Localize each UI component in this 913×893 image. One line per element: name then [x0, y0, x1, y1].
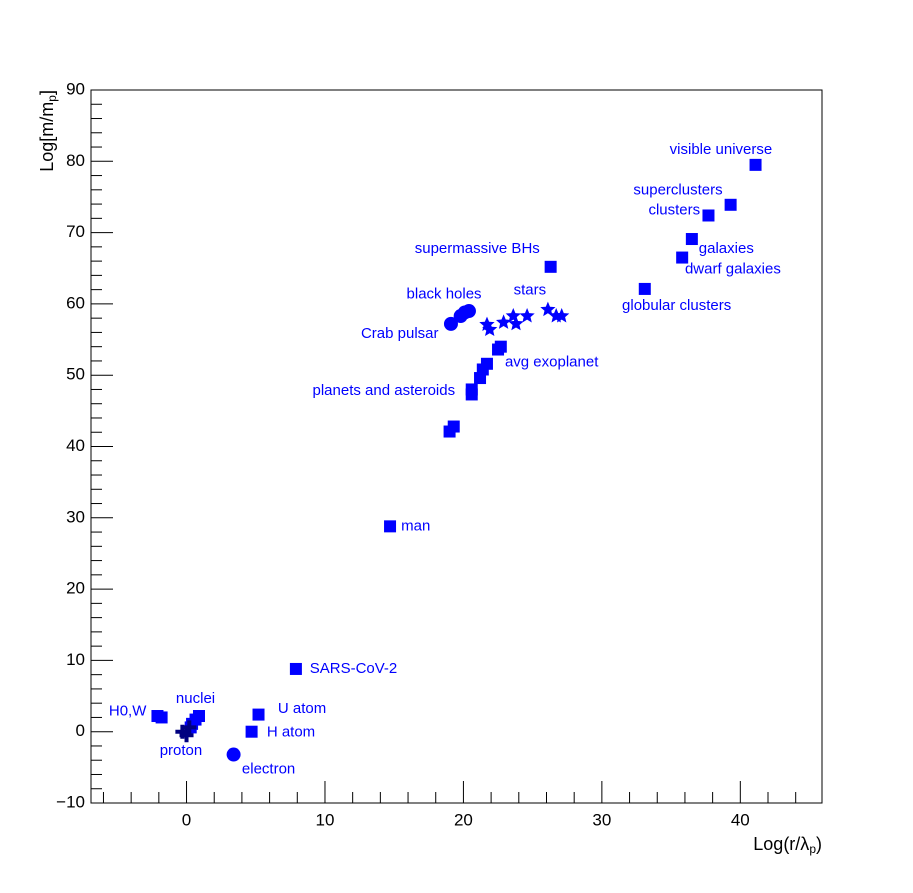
y-tick-label: 10 — [66, 650, 85, 669]
x-tick-label: 0 — [182, 810, 191, 829]
annotation: Crab pulsar — [361, 325, 439, 342]
y-tick-label: 60 — [66, 293, 85, 312]
y-label-main: Log[m/m — [37, 102, 57, 172]
square-marker — [676, 251, 689, 264]
square-marker — [492, 343, 505, 356]
square-marker — [155, 711, 168, 724]
square-marker — [384, 520, 397, 533]
annotation: proton — [160, 742, 203, 759]
circle-marker — [443, 316, 458, 331]
square-marker — [245, 725, 258, 738]
square-marker — [465, 388, 478, 401]
star-marker — [554, 308, 570, 323]
y-tick-label: 30 — [66, 507, 85, 526]
y-tick-label: 90 — [66, 79, 85, 98]
square-marker — [289, 662, 302, 675]
annotation: electron — [242, 760, 295, 777]
annotation: U atom — [278, 700, 326, 717]
annotation: galaxies — [699, 240, 754, 257]
square-marker — [749, 158, 762, 171]
square-marker — [544, 260, 557, 273]
y-tick-label: 70 — [66, 222, 85, 241]
y-tick-label: −10 — [56, 792, 85, 811]
circle-marker — [226, 747, 241, 762]
star-marker — [540, 301, 556, 317]
x-label-sub: p — [809, 842, 816, 856]
y-tick-label: 20 — [66, 579, 85, 598]
cross-marker — [182, 720, 197, 735]
x-label-main: Log(r/λ — [753, 834, 809, 854]
annotation: superclusters — [633, 182, 722, 199]
y-tick-label: 0 — [76, 721, 85, 740]
square-marker — [702, 209, 715, 222]
square-marker — [724, 198, 737, 211]
x-tick-label: 30 — [592, 810, 611, 829]
annotation: supermassive BHs — [415, 240, 540, 257]
annotation: man — [401, 517, 430, 534]
star-marker — [496, 314, 512, 329]
y-tick-label: 80 — [66, 151, 85, 170]
star-marker — [508, 315, 524, 331]
x-axis-label: Log(r/λp) — [753, 834, 822, 856]
x-tick-label: 10 — [316, 810, 335, 829]
y-axis-label: Log[m/mp] — [37, 90, 59, 172]
annotation: stars — [514, 281, 547, 298]
square-marker — [685, 233, 698, 246]
x-tick-label: 20 — [454, 810, 473, 829]
square-marker — [252, 708, 265, 721]
annotation: visible universe — [670, 141, 773, 158]
annotation: H atom — [267, 723, 315, 740]
cross-marker — [179, 728, 194, 743]
annotation: globular clusters — [622, 297, 731, 314]
y-label-sub: p — [45, 95, 59, 102]
y-tick-label: 50 — [66, 365, 85, 384]
annotation: black holes — [407, 286, 482, 303]
annotation: H0,W — [109, 703, 147, 720]
annotation: avg exoplanet — [505, 353, 599, 370]
annotation: clusters — [648, 201, 700, 218]
star-marker — [482, 321, 498, 336]
circle-marker — [461, 304, 476, 319]
x-tick-label: 40 — [731, 810, 750, 829]
square-marker — [443, 425, 456, 438]
annotation: SARS-CoV-2 — [310, 660, 398, 677]
x-label-end: ) — [816, 834, 822, 854]
star-marker — [519, 308, 535, 323]
square-marker — [638, 282, 651, 295]
y-label-end: ] — [37, 90, 57, 95]
y-tick-label: 40 — [66, 436, 85, 455]
annotation: nuclei — [176, 690, 215, 707]
square-marker — [474, 372, 487, 385]
annotation: planets and asteroids — [313, 382, 456, 399]
annotation: dwarf galaxies — [685, 261, 781, 278]
